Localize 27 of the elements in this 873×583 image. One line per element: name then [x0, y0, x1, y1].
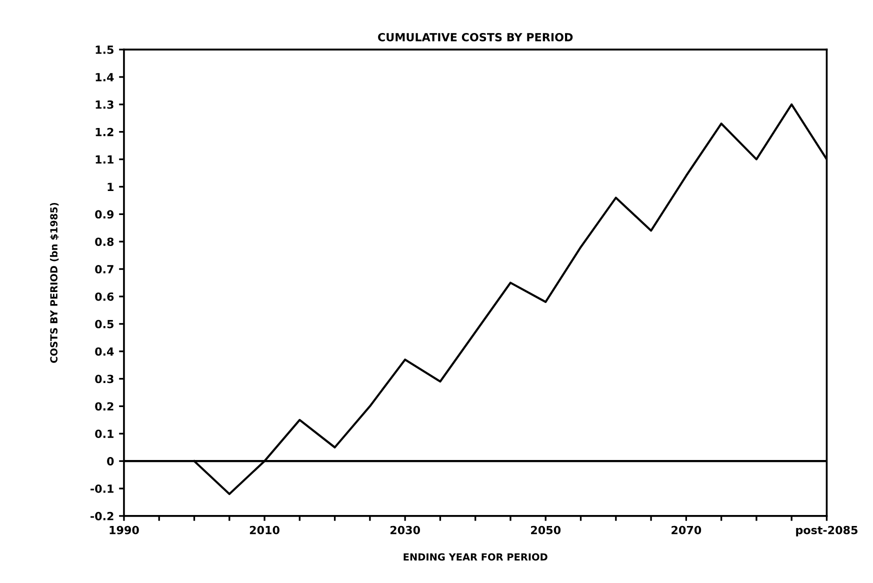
y-tick-label: 0.1: [95, 430, 114, 438]
y-tick-label: -0.1: [90, 484, 114, 493]
y-tick-label: 0.3: [95, 374, 114, 384]
x-tick-label: 1990: [110, 526, 139, 534]
x-tick-label: 2070: [672, 526, 702, 534]
chart-title: CUMULATIVE COSTS BY PERIOD: [378, 32, 573, 42]
y-tick-label: 0.6: [95, 292, 114, 301]
y-tick-label: 1.4: [96, 73, 114, 82]
y-tick-label: 0.8: [95, 238, 114, 246]
y-tick-label: 1.2: [96, 128, 114, 136]
y-tick-label: 0: [107, 457, 114, 466]
y-tick-label: 1: [108, 182, 114, 191]
y-tick-label: 1.5: [96, 46, 114, 54]
y-tick-label: 1.1: [96, 155, 114, 164]
y-axis-title: COSTS BY PERIOD (bn $1985): [50, 202, 59, 363]
y-tick-label: 0.9: [95, 210, 114, 219]
x-tick-label: 2030: [390, 526, 420, 534]
y-tick-label: 0.5: [95, 320, 114, 328]
x-axis-title: ENDING YEAR FOR PERIOD: [404, 553, 548, 561]
x-tick-label: 2010: [250, 526, 280, 534]
y-tick-label: -0.2: [90, 512, 114, 520]
y-tick-label: 0.2: [95, 402, 114, 411]
x-tick-label: post-2085: [796, 526, 858, 536]
y-tick-label: 0.7: [95, 265, 114, 274]
x-tick-label: 2050: [531, 526, 561, 534]
y-tick-label: 0.4: [95, 347, 114, 356]
y-tick-label: 1.3: [96, 100, 114, 109]
